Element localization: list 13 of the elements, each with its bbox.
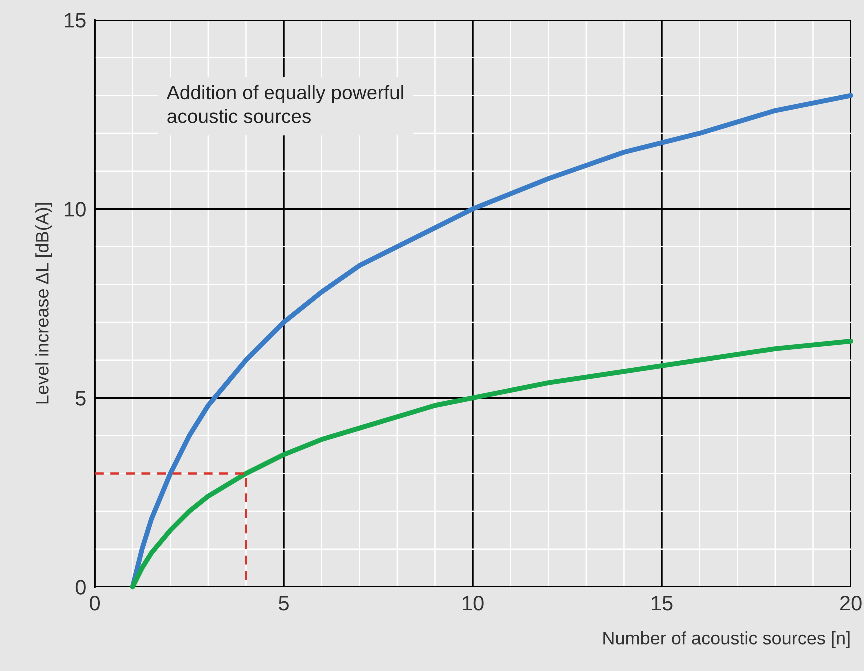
- x-tick-label: 10: [463, 596, 484, 611]
- y-tick-label: 5: [76, 391, 86, 406]
- y-axis-title: Level increase ΔL [dB(A)]: [36, 203, 52, 404]
- y-tick-label: 10: [65, 202, 86, 217]
- line-series: [130, 338, 854, 590]
- x-tick-label: 0: [90, 596, 100, 611]
- y-tick-label: 15: [65, 13, 86, 28]
- x-tick-label: 15: [652, 596, 673, 611]
- y-tick-label: 0: [76, 580, 86, 595]
- annotation: Addition of equally powerful acoustic sources: [166, 85, 404, 124]
- x-axis-title: Number of acoustic sources [n]: [604, 632, 850, 648]
- x-tick-label: 20: [840, 596, 862, 611]
- x-tick-label: 5: [279, 596, 289, 611]
